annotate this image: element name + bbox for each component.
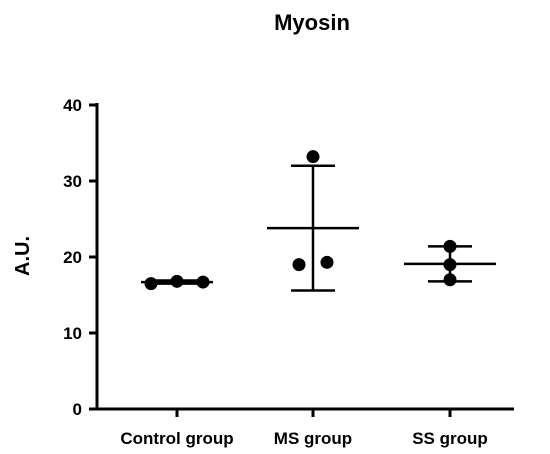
x-category-label: Control group: [120, 429, 233, 448]
data-point: [170, 274, 184, 288]
y-tick-label: 0: [73, 400, 82, 419]
x-category-label: SS group: [412, 429, 488, 448]
y-ticks: 0 10 20 30 40: [63, 96, 97, 419]
data-point: [292, 258, 306, 272]
x-category-label: MS group: [274, 429, 352, 448]
data-point: [443, 258, 457, 272]
data-point: [443, 239, 457, 253]
data-point: [443, 273, 457, 287]
data-point: [196, 275, 210, 289]
x-categories: Control group MS group SS group: [120, 409, 488, 448]
y-axis-label: A.U.: [12, 236, 34, 276]
plot-area: [141, 150, 496, 292]
data-point: [306, 150, 320, 164]
y-tick-label: 10: [63, 324, 82, 343]
y-tick-label: 30: [63, 172, 82, 191]
data-point: [144, 277, 158, 291]
chart-title: Myosin: [274, 10, 350, 35]
y-tick-label: 40: [63, 96, 82, 115]
y-tick-label: 20: [63, 248, 82, 267]
data-point: [320, 255, 334, 269]
